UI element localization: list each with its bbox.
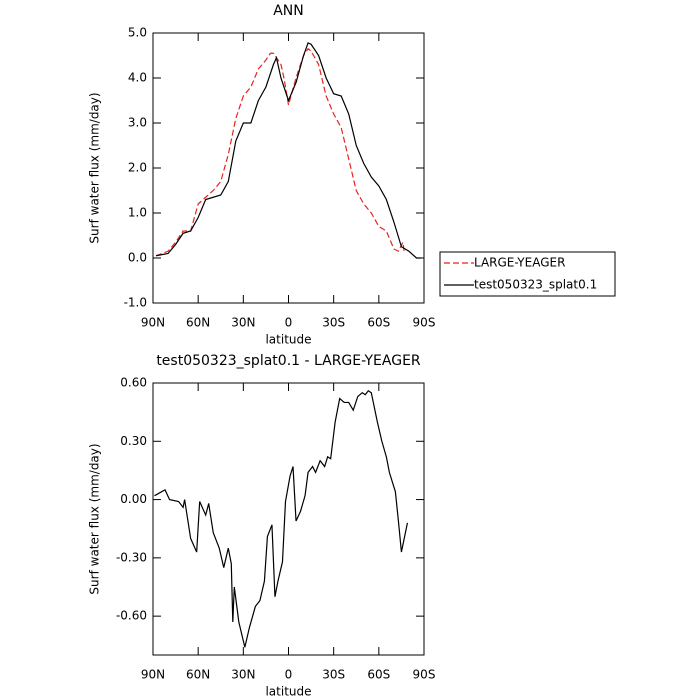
x-tick-label: 60S	[367, 316, 390, 330]
x-tick-label: 30N	[231, 668, 255, 682]
x-tick-label: 60N	[186, 316, 210, 330]
y-tick-label: -0.60	[116, 609, 147, 623]
x-tick-label: 90S	[413, 668, 436, 682]
plot-frame	[152, 32, 425, 304]
data-line	[155, 47, 406, 257]
x-axis-label: latitude	[265, 685, 311, 699]
x-tick-label: 30N	[231, 316, 255, 330]
y-tick-label: 1.0	[128, 206, 147, 220]
plot-frame	[152, 382, 425, 656]
y-tick-label: 0.00	[120, 492, 147, 506]
y-tick-label: 5.0	[128, 26, 147, 40]
x-tick-label: 90S	[413, 316, 436, 330]
x-axis-label: latitude	[265, 333, 311, 347]
x-tick-label: 90N	[141, 668, 165, 682]
x-tick-label: 60S	[367, 668, 390, 682]
x-tick-label: 30S	[322, 316, 345, 330]
x-tick-label: 60N	[186, 668, 210, 682]
x-tick-label: 90N	[141, 316, 165, 330]
y-tick-label: -1.0	[124, 296, 147, 310]
y-tick-label: 4.0	[128, 71, 147, 85]
data-line	[154, 389, 409, 648]
legend-label: test050323_splat0.1	[474, 278, 597, 292]
x-tick-label: 30S	[322, 668, 345, 682]
y-tick-label: 3.0	[128, 116, 147, 130]
x-tick-label: 0	[285, 668, 293, 682]
data-line	[155, 42, 421, 259]
x-tick-label: 0	[285, 316, 293, 330]
y-axis-label: Surf water flux (mm/day)	[88, 92, 102, 243]
chart-title: ANN	[273, 3, 304, 19]
chart-title: test050323_splat0.1 - LARGE-YEAGER	[156, 353, 421, 369]
y-tick-label: 2.0	[128, 161, 147, 175]
y-axis-label: Surf water flux (mm/day)	[88, 443, 102, 594]
y-tick-label: 0.30	[120, 434, 147, 448]
legend-label: LARGE-YEAGER	[474, 256, 565, 270]
y-tick-label: 0.60	[120, 376, 147, 390]
y-tick-label: 0.0	[128, 251, 147, 265]
legend-box	[439, 251, 616, 297]
y-tick-label: -0.30	[116, 550, 147, 564]
